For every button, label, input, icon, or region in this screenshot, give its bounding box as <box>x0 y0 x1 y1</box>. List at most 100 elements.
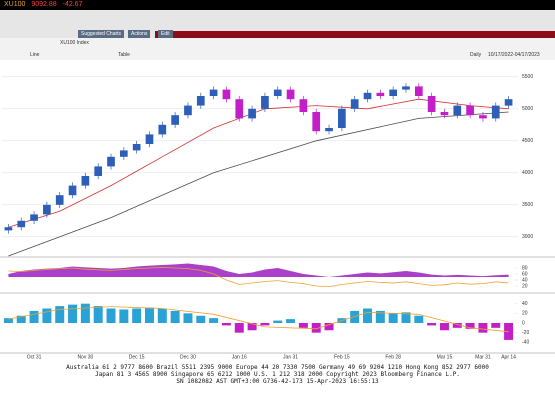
candle-body <box>68 185 77 196</box>
candle-body <box>4 227 13 231</box>
menu-bar: Suggested Charts Actions Edit <box>0 10 555 38</box>
candle-body <box>414 86 423 96</box>
y-tick-label: 0 <box>522 320 525 326</box>
x-tick-label: Apr 14 <box>501 354 516 360</box>
ticker: XU100 <box>4 1 26 8</box>
line <box>8 111 509 257</box>
bar <box>3 318 13 323</box>
x-tick-label: Oct 31 <box>27 354 42 360</box>
footer: Australia 61 2 9777 8600 Brazil 5511 239… <box>0 364 555 385</box>
candle-body <box>55 195 64 205</box>
bar <box>93 306 103 323</box>
date-range: 10/17/2022-04/17/2023 <box>488 52 540 58</box>
area <box>8 263 509 277</box>
bar <box>478 323 488 333</box>
bar <box>427 323 437 326</box>
candle-body <box>158 124 167 135</box>
candle-body <box>427 96 436 112</box>
candle-body <box>325 128 333 132</box>
candle-body <box>209 89 218 96</box>
menu-button[interactable]: Edit <box>158 30 173 38</box>
bar <box>401 312 411 323</box>
x-tick-label: Jan 16 <box>232 354 247 360</box>
candle-body <box>273 89 282 96</box>
bar <box>183 313 193 323</box>
candle-body <box>299 99 308 112</box>
y-tick-label: 20 <box>522 311 528 317</box>
bar <box>375 310 385 323</box>
x-tick-label: Mar 31 <box>475 354 491 360</box>
bar <box>132 308 142 323</box>
x-tick-label: Jan 31 <box>283 354 298 360</box>
footer-line: SN 1082082 AST GMT+3:00 G736-42-173 15-A… <box>176 378 379 385</box>
candle-body <box>43 204 51 215</box>
change: -42.67 <box>62 1 83 8</box>
period: Daily <box>470 52 482 58</box>
y-tick-label: 40 <box>522 277 528 283</box>
bar <box>16 315 26 323</box>
candle-body <box>222 89 231 100</box>
y-tick-label: 4000 <box>522 170 533 176</box>
candle-body <box>504 99 513 106</box>
candle-body <box>235 99 244 119</box>
bar <box>209 318 219 323</box>
y-tick-label: 5500 <box>522 74 533 80</box>
y-tick-label: 3000 <box>522 234 533 240</box>
bar <box>42 308 52 323</box>
x-tick-label: Dec 30 <box>180 354 196 360</box>
bar <box>29 310 39 323</box>
candle-body <box>453 105 462 116</box>
footer-line: Japan 81 3 4565 8900 Singapore 65 6212 1… <box>95 371 460 378</box>
line <box>8 266 509 288</box>
x-tick-label: Nov 30 <box>77 354 93 360</box>
bar <box>414 315 424 323</box>
candle-body <box>402 86 410 90</box>
security: XU100 Index <box>60 40 89 46</box>
y-tick-label: 80 <box>522 265 528 271</box>
plot-background <box>0 60 555 362</box>
tool-button[interactable]: Table <box>118 52 130 58</box>
bar <box>247 323 257 331</box>
menu-button[interactable]: Actions <box>128 30 151 38</box>
ticker-bar: XU100 9092.88 -42.67 <box>0 0 555 10</box>
bar <box>298 323 308 328</box>
candle-body <box>261 96 269 109</box>
candle-body <box>363 92 372 100</box>
candle-body <box>479 115 487 119</box>
y-tick-label: 5000 <box>522 106 533 112</box>
price: 9092.88 <box>31 1 57 8</box>
x-tick-label: Mar 15 <box>437 354 453 360</box>
bar <box>80 303 90 323</box>
candle-body <box>171 115 179 125</box>
y-tick-label: 4500 <box>522 138 533 144</box>
toolbar: Line Table XU100 Index Daily 10/17/2022-… <box>0 38 555 61</box>
candle-body <box>376 92 385 96</box>
bar <box>196 315 206 323</box>
candle-body <box>107 156 115 167</box>
candle-body <box>338 108 346 128</box>
x-tick-label: Feb 15 <box>334 354 350 360</box>
bar <box>491 323 501 328</box>
line <box>8 306 509 333</box>
bar <box>311 323 321 333</box>
bar <box>234 323 244 333</box>
menu-button[interactable]: Suggested Charts <box>78 30 125 38</box>
tool-button[interactable]: Line <box>30 52 40 58</box>
candle-body <box>184 105 192 116</box>
candle-body <box>132 144 141 151</box>
bar <box>286 319 296 323</box>
y-tick-label: 40 <box>522 301 528 307</box>
bar <box>157 308 167 323</box>
x-tick-label: Dec 15 <box>129 354 145 360</box>
candle-body <box>440 112 449 116</box>
bar <box>350 310 360 323</box>
bar <box>465 323 475 329</box>
chart: 3000 3500 4000 4500 5000 5500 Oct 31 Nov 30 Dec … <box>0 60 555 362</box>
candle-body <box>286 89 295 100</box>
candle-body <box>145 134 154 144</box>
x-tick-label: Feb 28 <box>385 354 401 360</box>
candle-body <box>119 150 128 157</box>
candle-body <box>389 89 398 96</box>
bar <box>221 323 231 326</box>
